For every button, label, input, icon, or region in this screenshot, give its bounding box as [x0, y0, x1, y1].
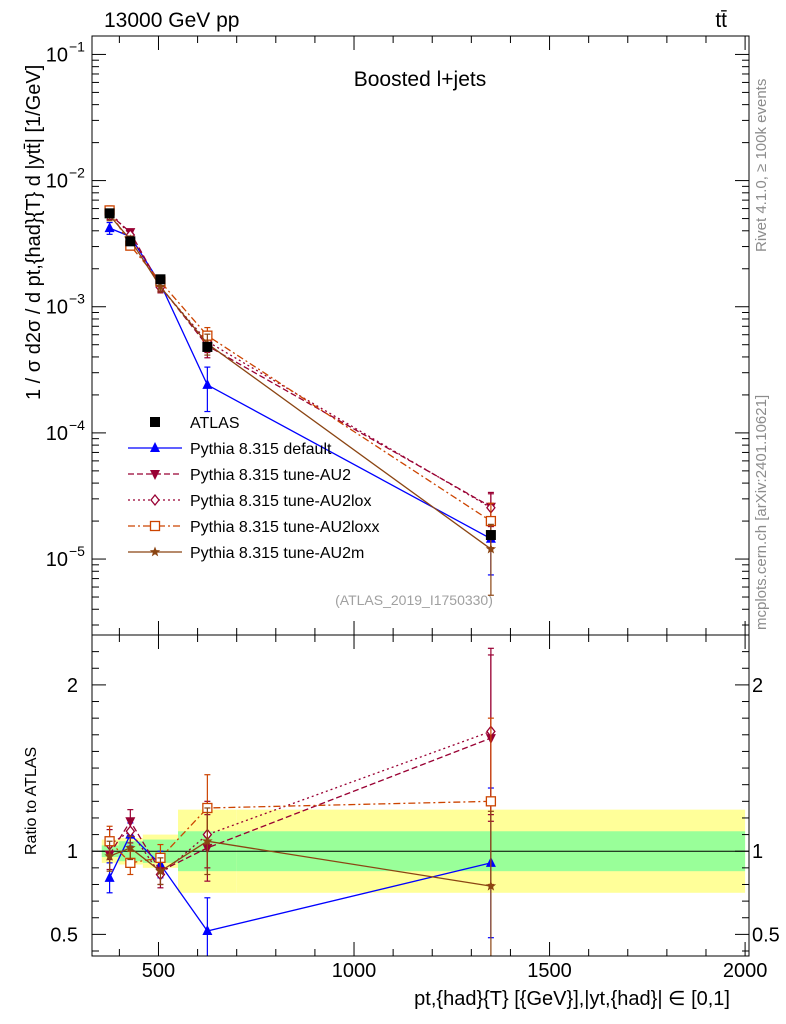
- process-label: tt̄: [715, 9, 727, 32]
- ratio-point-4-0: [104, 850, 115, 861]
- ratio-point-4-2: [155, 865, 166, 876]
- legend-marker-4: [149, 546, 161, 557]
- series-line-2: [109, 210, 492, 509]
- analysis-reference: (ATLAS_2019_I1750330): [335, 592, 493, 608]
- y-tick-label-3: 10: [46, 171, 68, 193]
- ratio-point-4-1: [125, 842, 136, 853]
- ratio-tick-label-0.5: 0.5: [50, 924, 78, 946]
- legend-marker-data: [150, 417, 160, 427]
- ratio-axis-title: Ratio to ATLAS: [23, 747, 40, 855]
- y-tick-exponent-0: −5: [69, 543, 85, 559]
- y-tick-exponent-1: −4: [69, 417, 85, 433]
- y-tick-exponent-4: −1: [69, 38, 85, 54]
- legend-label-4: Pythia 8.315 tune-AU2m: [190, 545, 364, 562]
- y-tick-label-0: 10: [46, 549, 68, 571]
- series-point-0-3: [202, 378, 213, 389]
- y-tick-label-2: 10: [46, 297, 68, 319]
- series-point-4-2: [155, 281, 166, 292]
- rivet-version-label: Rivet 4.1.0, ≥ 100k events: [753, 79, 770, 252]
- legend: ATLAS Pythia 8.315 default Pythia 8.315 tu…: [128, 415, 379, 562]
- legend-label-data: ATLAS: [190, 415, 240, 432]
- legend-label-3: Pythia 8.315 tune-AU2loxx: [190, 519, 379, 536]
- ratio-tick-label-right-0.5: 0.5: [752, 924, 780, 946]
- mcplots-source-label: mcplots.cern.ch [arXiv:2401.10621]: [753, 395, 770, 630]
- ratio-point-0-0: [104, 871, 115, 882]
- legend-marker-1: [150, 470, 160, 480]
- y-tick-label-1: 10: [46, 423, 68, 445]
- data-point-4: [485, 530, 496, 541]
- main-plot-series: [104, 205, 497, 596]
- legend-marker-0: [150, 442, 160, 452]
- ratio-line-2: [109, 730, 492, 876]
- legend-label-1: Pythia 8.315 tune-AU2: [190, 467, 351, 484]
- y-axis-title: 1 / σ d2σ / d pt,{had}{T} d |ytt̄| [1/Ge…: [23, 65, 45, 400]
- legend-label-2: Pythia 8.315 tune-AU2lox: [190, 493, 371, 510]
- x-tick-label-500: 500: [142, 960, 175, 982]
- plot-title: Boosted l+jets: [354, 68, 487, 91]
- ratio-tick-label-2: 2: [67, 675, 78, 697]
- x-tick-label-1000: 1000: [332, 960, 377, 982]
- x-tick-label-2000: 2000: [723, 960, 768, 982]
- y-tick-exponent-3: −2: [69, 165, 85, 181]
- ratio-point-4-4: [485, 880, 497, 891]
- ratio-plot-frame: [91, 634, 750, 957]
- legend-marker-2: [150, 493, 160, 507]
- y-tick-label-4: 10: [46, 44, 68, 66]
- x-axis-title: pt,{had}{T} [{GeV}],|yt,{had}| ∈ [0,1]: [414, 988, 730, 1010]
- series-line-1: [109, 213, 492, 508]
- x-tick-label-1500: 1500: [527, 960, 572, 982]
- series-point-4-4: [485, 543, 497, 554]
- ratio-plot-series: [104, 647, 497, 956]
- ratio-tick-label-right-2: 2: [752, 675, 763, 697]
- legend-label-0: Pythia 8.315 default: [190, 441, 332, 458]
- ratio-tick-label-1: 1: [67, 841, 78, 863]
- data-point-0: [104, 208, 115, 219]
- data-point-3: [202, 341, 213, 352]
- legend-marker-3: [149, 520, 161, 532]
- series-line-3: [109, 210, 492, 522]
- ratio-point-0-3: [202, 925, 213, 936]
- energy-label: 13000 GeV pp: [104, 9, 239, 32]
- y-tick-exponent-2: −3: [69, 291, 85, 307]
- series-point-0-0: [104, 222, 115, 233]
- ratio-point-3-4: [485, 796, 497, 807]
- data-point-1: [125, 236, 136, 247]
- data-point-2: [155, 274, 166, 285]
- ratio-point-4-3: [202, 835, 213, 846]
- ratio-tick-label-right-1: 1: [752, 841, 763, 863]
